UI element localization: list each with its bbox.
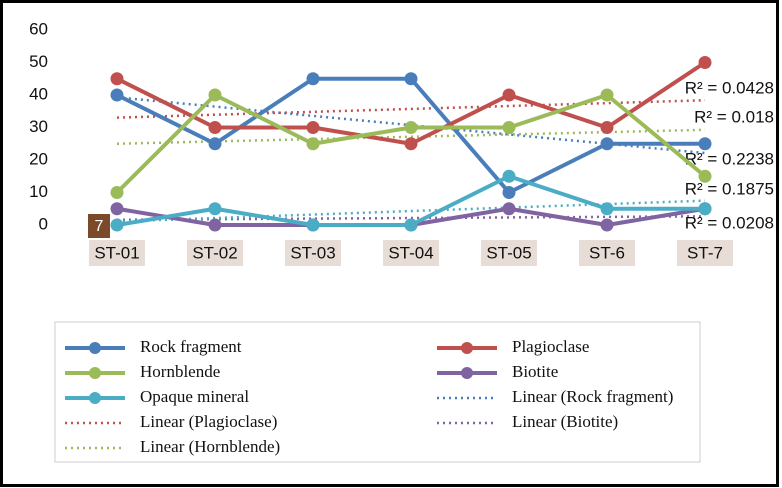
x-label-bg (187, 240, 243, 266)
x-tick-label: ST-04 (388, 243, 433, 262)
x-label-bg (285, 240, 341, 266)
legend-marker (89, 392, 101, 404)
point (600, 137, 614, 151)
legend-marker (461, 342, 473, 354)
point (306, 137, 320, 151)
point (110, 202, 124, 216)
y-tick-label: 10 (29, 182, 48, 201)
x-label-bg (383, 240, 439, 266)
point (502, 88, 516, 102)
r-squared-label: R² = 0.0428 (685, 78, 774, 97)
point (698, 169, 712, 183)
y-tick-label: 30 (29, 117, 48, 136)
point (306, 72, 320, 86)
trendline (116, 199, 706, 223)
point (698, 202, 712, 216)
legend-label: Plagioclase (512, 337, 589, 356)
legend-label: Biotite (512, 362, 558, 381)
r-squared-label: R² = 0.018 (694, 107, 774, 126)
x-label-bg (89, 240, 145, 266)
legend-label: Linear (Biotite) (512, 412, 618, 431)
point (404, 218, 418, 232)
point (208, 88, 222, 102)
point (404, 121, 418, 134)
point (502, 169, 516, 183)
y-tick-label: 0 (39, 214, 48, 233)
trendline (116, 98, 706, 119)
x-tick-label: ST-7 (687, 243, 723, 262)
point (110, 218, 124, 232)
point (208, 121, 222, 134)
point (404, 72, 418, 86)
r-squared-label: R² = 0.2238 (685, 149, 774, 168)
point (306, 121, 320, 134)
point (502, 121, 516, 134)
point (502, 202, 516, 216)
x-tick-label: ST-03 (290, 243, 335, 262)
x-label-bg (677, 240, 733, 266)
point (306, 218, 320, 232)
x-tick-label: ST-01 (94, 243, 139, 262)
point (600, 88, 614, 102)
point (208, 218, 222, 232)
x-tick-label: ST-6 (589, 243, 625, 262)
x-label-bg (481, 240, 537, 266)
x-label-bg (579, 240, 635, 266)
trendline (116, 215, 706, 222)
r-squared-label: R² = 0.0208 (685, 213, 774, 232)
legend-label: Linear (Hornblende) (140, 437, 280, 456)
point (600, 218, 614, 232)
legend-label: Opaque mineral (140, 387, 249, 406)
r-squared-label: R² = 0.1875 (685, 179, 774, 198)
badge-bg (88, 214, 110, 238)
point (698, 56, 712, 69)
point (600, 121, 614, 134)
legend-marker (461, 367, 473, 379)
legend-label: Hornblende (140, 362, 220, 381)
y-tick-label: 50 (29, 52, 48, 71)
point (600, 202, 614, 216)
legend-label: Rock fragment (140, 337, 242, 356)
y-tick-label: 60 (29, 19, 48, 38)
point (110, 186, 124, 199)
trendline (116, 128, 706, 145)
x-tick-label: ST-05 (486, 243, 531, 262)
y-tick-label: 20 (29, 149, 48, 168)
legend-label: Linear (Plagioclase) (140, 412, 277, 431)
point (698, 137, 712, 151)
badge: 7 (95, 218, 104, 235)
legend-label: Linear (Rock fragment) (512, 387, 673, 406)
point (110, 88, 124, 102)
y-tick-label: 40 (29, 84, 48, 103)
legend-marker (89, 367, 101, 379)
legend-marker (89, 342, 101, 354)
point (502, 186, 516, 199)
legend-box (54, 321, 701, 463)
point (110, 72, 124, 86)
x-tick-label: ST-02 (192, 243, 237, 262)
point (404, 137, 418, 151)
point (208, 137, 222, 151)
point (208, 202, 222, 216)
